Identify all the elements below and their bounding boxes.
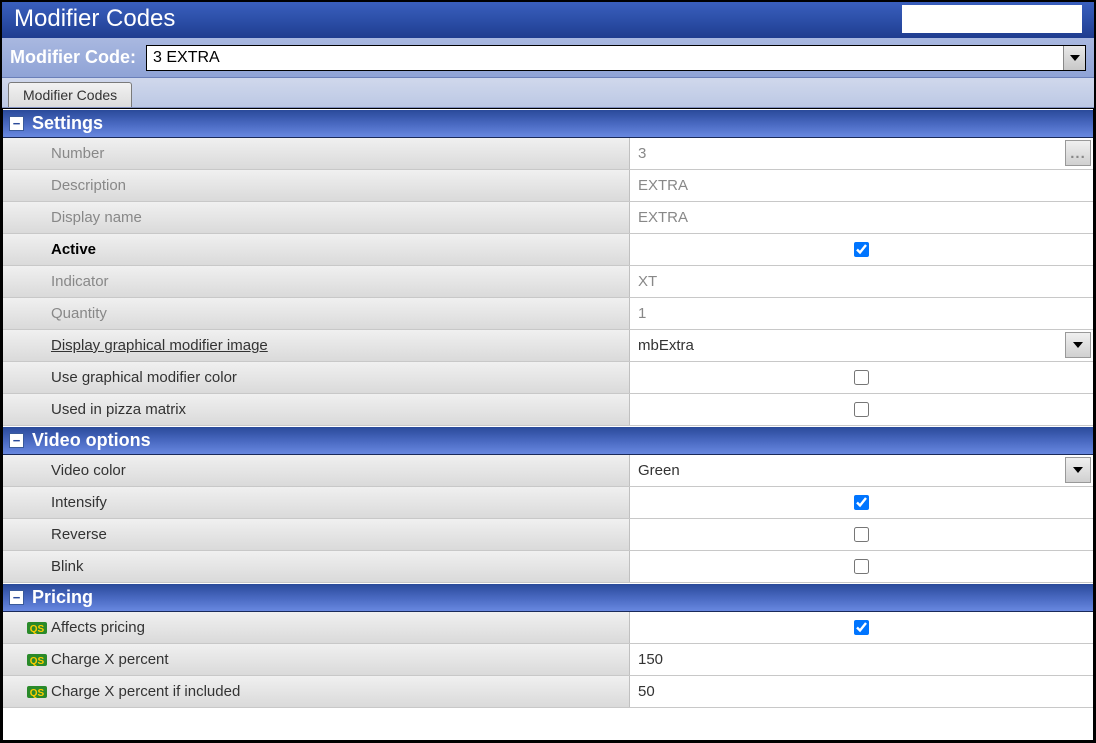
section-header-video[interactable]: − Video options	[3, 426, 1093, 455]
row-video-color: Video color Green	[3, 455, 1093, 487]
row-charge-x-percent: QS Charge X percent 150	[3, 644, 1093, 676]
label-affects-pricing-text: Affects pricing	[51, 619, 145, 636]
label-charge-x-percent-included: QS Charge X percent if included	[3, 676, 630, 707]
selector-bar: Modifier Code:	[2, 38, 1094, 78]
section-header-settings[interactable]: − Settings	[3, 109, 1093, 138]
value-display-name[interactable]: EXTRA	[630, 202, 1093, 233]
row-intensify: Intensify	[3, 487, 1093, 519]
collapse-icon[interactable]: −	[9, 590, 24, 605]
tab-strip: Modifier Codes	[2, 78, 1094, 108]
qs-icon: QS	[27, 620, 47, 636]
modifier-code-dropdown-button[interactable]	[1063, 46, 1085, 70]
ellipsis-button[interactable]: ...	[1065, 140, 1091, 166]
dropdown-button[interactable]	[1065, 457, 1091, 483]
selector-label: Modifier Code:	[10, 47, 136, 68]
value-charge-x-percent-included[interactable]: 50	[630, 676, 1093, 707]
value-reverse	[630, 519, 1093, 550]
section-title: Settings	[32, 113, 103, 134]
collapse-icon[interactable]: −	[9, 433, 24, 448]
value-intensify	[630, 487, 1093, 518]
row-display-name: Display name EXTRA	[3, 202, 1093, 234]
value-description[interactable]: EXTRA	[630, 170, 1093, 201]
value-affects-pricing	[630, 612, 1093, 643]
qs-icon: QS	[27, 652, 47, 668]
label-number: Number	[3, 138, 630, 169]
row-active: Active	[3, 234, 1093, 266]
row-used-in-pizza: Used in pizza matrix	[3, 394, 1093, 426]
label-affects-pricing: QS Affects pricing	[3, 612, 630, 643]
value-indicator[interactable]: XT	[630, 266, 1093, 297]
row-quantity: Quantity 1	[3, 298, 1093, 330]
chevron-down-icon	[1073, 467, 1083, 473]
property-grid: − Settings Number 3 ... Description EXTR…	[2, 108, 1094, 741]
label-charge-x-percent-included-text: Charge X percent if included	[51, 683, 240, 700]
label-quantity: Quantity	[3, 298, 630, 329]
label-description: Description	[3, 170, 630, 201]
checkbox-blink[interactable]	[854, 559, 869, 574]
dropdown-button[interactable]	[1065, 332, 1091, 358]
checkbox-reverse[interactable]	[854, 527, 869, 542]
label-intensify: Intensify	[3, 487, 630, 518]
label-display-name: Display name	[3, 202, 630, 233]
label-active: Active	[3, 234, 630, 265]
value-quantity[interactable]: 1	[630, 298, 1093, 329]
value-display-graphical-text: mbExtra	[638, 337, 694, 354]
value-number-text: 3	[638, 145, 646, 162]
label-charge-x-percent-text: Charge X percent	[51, 651, 169, 668]
label-display-graphical: Display graphical modifier image	[3, 330, 630, 361]
checkbox-active[interactable]	[854, 242, 869, 257]
label-charge-x-percent: QS Charge X percent	[3, 644, 630, 675]
row-charge-x-percent-included: QS Charge X percent if included 50	[3, 676, 1093, 708]
row-affects-pricing: QS Affects pricing	[3, 612, 1093, 644]
title-search-box[interactable]	[902, 5, 1082, 33]
row-reverse: Reverse	[3, 519, 1093, 551]
checkbox-used-in-pizza[interactable]	[854, 402, 869, 417]
label-use-graphical-color: Use graphical modifier color	[3, 362, 630, 393]
window-title: Modifier Codes	[14, 5, 175, 33]
label-reverse: Reverse	[3, 519, 630, 550]
row-use-graphical-color: Use graphical modifier color	[3, 362, 1093, 394]
row-indicator: Indicator XT	[3, 266, 1093, 298]
row-description: Description EXTRA	[3, 170, 1093, 202]
section-header-pricing[interactable]: − Pricing	[3, 583, 1093, 612]
row-number: Number 3 ...	[3, 138, 1093, 170]
value-video-color[interactable]: Green	[630, 455, 1093, 486]
svg-text:QS: QS	[30, 688, 45, 699]
label-used-in-pizza: Used in pizza matrix	[3, 394, 630, 425]
section-title: Video options	[32, 430, 151, 451]
modifier-code-input[interactable]	[147, 46, 1063, 70]
collapse-icon[interactable]: −	[9, 116, 24, 131]
row-display-graphical: Display graphical modifier image mbExtra	[3, 330, 1093, 362]
value-charge-x-percent[interactable]: 150	[630, 644, 1093, 675]
value-used-in-pizza	[630, 394, 1093, 425]
label-indicator: Indicator	[3, 266, 630, 297]
svg-text:QS: QS	[30, 624, 45, 635]
label-video-color: Video color	[3, 455, 630, 486]
qs-icon: QS	[27, 684, 47, 700]
value-active	[630, 234, 1093, 265]
chevron-down-icon	[1070, 55, 1080, 61]
value-blink	[630, 551, 1093, 582]
chevron-down-icon	[1073, 342, 1083, 348]
checkbox-intensify[interactable]	[854, 495, 869, 510]
value-video-color-text: Green	[638, 462, 680, 479]
value-display-graphical[interactable]: mbExtra	[630, 330, 1093, 361]
checkbox-use-graphical-color[interactable]	[854, 370, 869, 385]
modifier-code-combo[interactable]	[146, 45, 1086, 71]
label-blink: Blink	[3, 551, 630, 582]
value-use-graphical-color	[630, 362, 1093, 393]
tab-modifier-codes[interactable]: Modifier Codes	[8, 82, 132, 107]
section-title: Pricing	[32, 587, 93, 608]
checkbox-affects-pricing[interactable]	[854, 620, 869, 635]
window-title-bar: Modifier Codes	[2, 2, 1094, 38]
value-number[interactable]: 3 ...	[630, 138, 1093, 169]
svg-text:QS: QS	[30, 656, 45, 667]
row-blink: Blink	[3, 551, 1093, 583]
